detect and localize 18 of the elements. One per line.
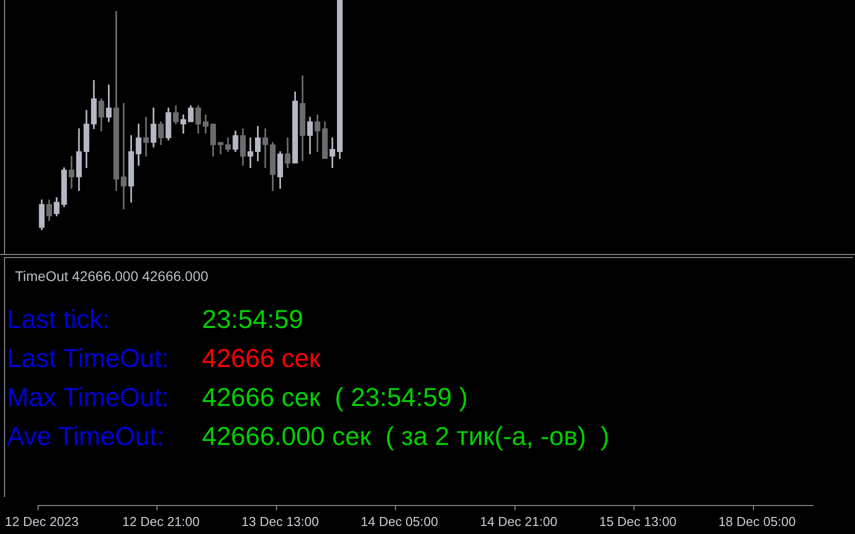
- x-tick-label: 14 Dec 05:00: [360, 514, 438, 529]
- text: 42666 сек ( 23:54:59 ): [202, 382, 468, 412]
- candlestick: [143, 116, 149, 157]
- text: 42666 сек: [202, 343, 320, 373]
- text: Last TimeOut:: [7, 343, 169, 373]
- text: Ave TimeOut:: [7, 421, 164, 451]
- x-tick-label: 12 Dec 2023: [4, 514, 79, 529]
- x-tick-label: 15 Dec 13:00: [599, 514, 677, 529]
- text: 42666.000 сек ( за 2 тик(-а, -ов) ): [202, 421, 610, 451]
- x-tick-label: 18 Dec 05:00: [718, 514, 796, 529]
- candlestick: [68, 156, 74, 189]
- x-tick-label: 12 Dec 21:00: [122, 514, 200, 529]
- x-tick-label: 13 Dec 13:00: [242, 514, 319, 529]
- text: Max TimeOut:: [7, 382, 169, 412]
- text: TimeOut 42666.000 42666.000: [15, 268, 208, 284]
- text: Last tick:: [7, 304, 110, 334]
- text: 23:54:59: [202, 304, 304, 334]
- x-tick-label: 14 Dec 21:00: [480, 514, 558, 529]
